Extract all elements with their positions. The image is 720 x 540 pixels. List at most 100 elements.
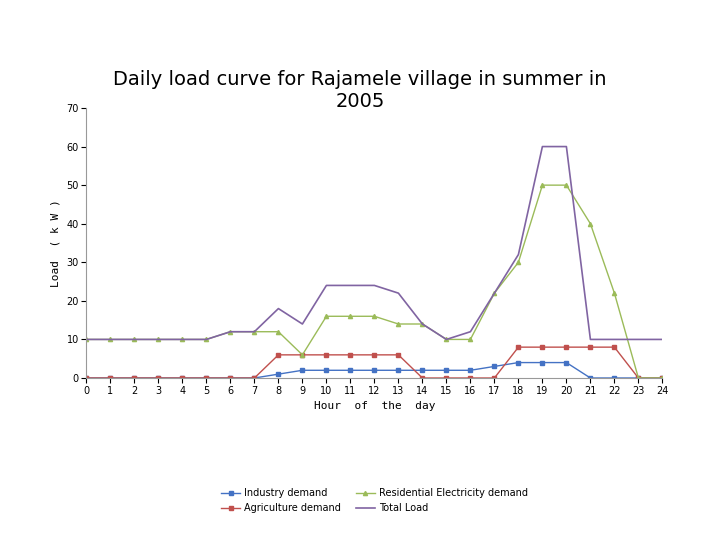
Total Load: [562, 143, 571, 150]
X-axis label: Hour  of  the  day: Hour of the day: [314, 401, 435, 411]
Industry demand: [586, 375, 595, 381]
Residential Electricity demand: [226, 328, 235, 335]
Total Load: [346, 282, 355, 289]
Industry demand: [514, 359, 523, 366]
Residential Electricity demand: [634, 375, 643, 381]
Agriculture demand: [130, 375, 139, 381]
Residential Electricity demand: [658, 375, 667, 381]
Agriculture demand: [658, 375, 667, 381]
Total Load: [490, 290, 499, 296]
Industry demand: [466, 367, 474, 374]
Residential Electricity demand: [610, 290, 618, 296]
Agriculture demand: [346, 352, 355, 358]
Agriculture demand: [466, 375, 474, 381]
Agriculture demand: [82, 375, 91, 381]
Line: Agriculture demand: Agriculture demand: [84, 345, 665, 380]
Industry demand: [106, 375, 114, 381]
Industry demand: [394, 367, 402, 374]
Agriculture demand: [178, 375, 186, 381]
Residential Electricity demand: [250, 328, 258, 335]
Residential Electricity demand: [490, 290, 499, 296]
Total Load: [82, 336, 91, 343]
Agriculture demand: [370, 352, 379, 358]
Agriculture demand: [274, 352, 283, 358]
Total Load: [322, 282, 330, 289]
Residential Electricity demand: [562, 182, 571, 188]
Industry demand: [658, 375, 667, 381]
Total Load: [370, 282, 379, 289]
Agriculture demand: [610, 344, 618, 350]
Line: Residential Electricity demand: Residential Electricity demand: [84, 183, 665, 380]
Total Load: [394, 290, 402, 296]
Residential Electricity demand: [418, 321, 427, 327]
Total Load: [418, 321, 427, 327]
Total Load: [154, 336, 163, 343]
Line: Total Load: Total Load: [86, 146, 662, 340]
Industry demand: [130, 375, 139, 381]
Total Load: [466, 328, 474, 335]
Residential Electricity demand: [466, 336, 474, 343]
Industry demand: [442, 367, 451, 374]
Residential Electricity demand: [82, 336, 91, 343]
Residential Electricity demand: [130, 336, 139, 343]
Total Load: [274, 305, 283, 312]
Industry demand: [202, 375, 211, 381]
Agriculture demand: [250, 375, 258, 381]
Industry demand: [370, 367, 379, 374]
Industry demand: [226, 375, 235, 381]
Total Load: [658, 336, 667, 343]
Total Load: [514, 251, 523, 258]
Residential Electricity demand: [514, 259, 523, 266]
Residential Electricity demand: [298, 352, 307, 358]
Agriculture demand: [514, 344, 523, 350]
Industry demand: [538, 359, 546, 366]
Residential Electricity demand: [442, 336, 451, 343]
Industry demand: [490, 363, 499, 370]
Agriculture demand: [490, 375, 499, 381]
Agriculture demand: [634, 375, 643, 381]
Industry demand: [298, 367, 307, 374]
Residential Electricity demand: [274, 328, 283, 335]
Residential Electricity demand: [538, 182, 546, 188]
Total Load: [586, 336, 595, 343]
Residential Electricity demand: [202, 336, 211, 343]
Agriculture demand: [202, 375, 211, 381]
Agriculture demand: [154, 375, 163, 381]
Total Load: [178, 336, 186, 343]
Industry demand: [610, 375, 618, 381]
Total Load: [106, 336, 114, 343]
Residential Electricity demand: [106, 336, 114, 343]
Legend: Industry demand, Agriculture demand, Residential Electricity demand, Total Load: Industry demand, Agriculture demand, Res…: [218, 485, 531, 516]
Residential Electricity demand: [586, 220, 595, 227]
Agriculture demand: [538, 344, 546, 350]
Industry demand: [82, 375, 91, 381]
Industry demand: [346, 367, 355, 374]
Total Load: [250, 328, 258, 335]
Residential Electricity demand: [394, 321, 402, 327]
Residential Electricity demand: [178, 336, 186, 343]
Industry demand: [562, 359, 571, 366]
Residential Electricity demand: [154, 336, 163, 343]
Agriculture demand: [298, 352, 307, 358]
Industry demand: [634, 375, 643, 381]
Industry demand: [178, 375, 186, 381]
Agriculture demand: [106, 375, 114, 381]
Line: Industry demand: Industry demand: [84, 361, 665, 380]
Agriculture demand: [226, 375, 235, 381]
Total Load: [610, 336, 618, 343]
Industry demand: [322, 367, 330, 374]
Agriculture demand: [394, 352, 402, 358]
Agriculture demand: [322, 352, 330, 358]
Agriculture demand: [418, 375, 427, 381]
Total Load: [226, 328, 235, 335]
Industry demand: [154, 375, 163, 381]
Text: Daily load curve for Rajamele village in summer in
2005: Daily load curve for Rajamele village in…: [113, 70, 607, 111]
Industry demand: [418, 367, 427, 374]
Total Load: [298, 321, 307, 327]
Total Load: [538, 143, 546, 150]
Residential Electricity demand: [322, 313, 330, 320]
Industry demand: [250, 375, 258, 381]
Agriculture demand: [586, 344, 595, 350]
Total Load: [634, 336, 643, 343]
Residential Electricity demand: [346, 313, 355, 320]
